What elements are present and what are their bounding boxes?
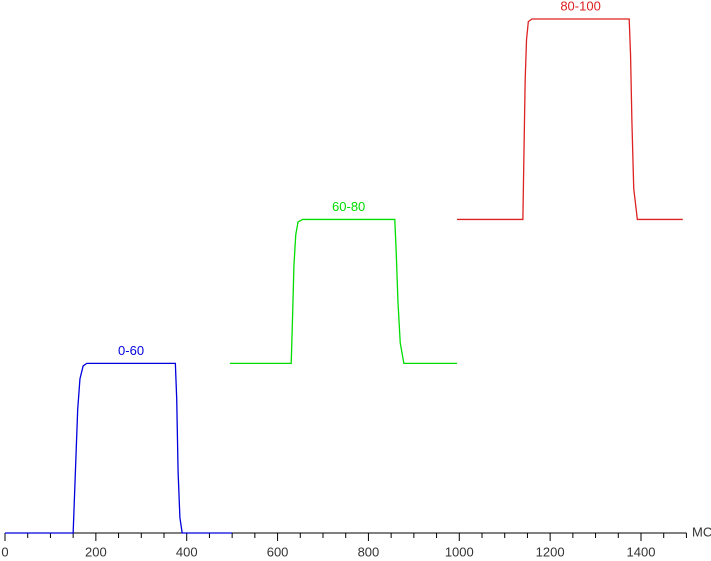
x-tick-label: 1000 xyxy=(445,544,474,559)
x-tick-label: 800 xyxy=(358,544,380,559)
series-line xyxy=(229,218,458,365)
series-line xyxy=(5,362,233,534)
x-tick-label: 400 xyxy=(176,544,198,559)
series-label: 0-60 xyxy=(118,343,144,358)
series-label: 80-100 xyxy=(560,0,600,13)
x-tick-label: 1400 xyxy=(627,544,656,559)
x-tick-label: 200 xyxy=(85,544,107,559)
series-line xyxy=(457,18,683,221)
x-tick-label: 0 xyxy=(1,544,8,559)
x-tick-label: 1200 xyxy=(536,544,565,559)
series-label: 60-80 xyxy=(332,199,365,214)
x-unit-label: МС xyxy=(692,524,711,539)
x-tick-label: 600 xyxy=(267,544,289,559)
